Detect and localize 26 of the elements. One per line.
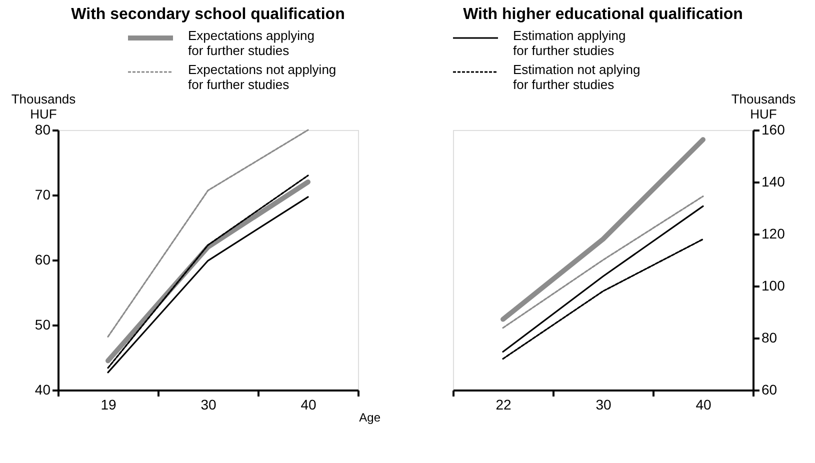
y-tick-label: 60 (34, 252, 51, 268)
y-tick-label: 80 (34, 122, 51, 138)
y-tick-label: 50 (34, 316, 51, 332)
y2-tick-label: 120 (762, 226, 786, 242)
y-axis-title: Thousands HUF (11, 92, 76, 122)
y2-tick-label: 140 (762, 174, 786, 190)
x-tick-label: 19 (100, 396, 116, 412)
y2-axis-title: Thousands HUF (731, 92, 796, 122)
y2-tick-label: 160 (762, 122, 786, 138)
y2-tick-label: 80 (762, 330, 778, 346)
x-axis-title: Age (359, 410, 381, 424)
chart-title: With higher educational qualification (463, 6, 743, 23)
legend-label: Estimation applying for further studies (513, 28, 626, 58)
y2-tick-label: 100 (762, 278, 786, 294)
x-tick-label: 22 (496, 396, 512, 412)
x-tick-label: 30 (596, 396, 612, 412)
y-tick-label: 70 (34, 186, 51, 202)
legend-label: Estimation not aplying for further studies (513, 62, 640, 92)
x-tick-label: 40 (696, 396, 712, 412)
x-tick-label: 30 (200, 396, 216, 412)
chart-title: With secondary school qualification (71, 6, 345, 23)
x-tick-label: 40 (300, 396, 316, 412)
y2-tick-label: 60 (762, 382, 778, 398)
y-tick-label: 40 (34, 382, 51, 398)
legend-label: Expectations not applying for further studies (188, 62, 336, 92)
legend-label: Expectations applying for further studies (188, 28, 314, 58)
